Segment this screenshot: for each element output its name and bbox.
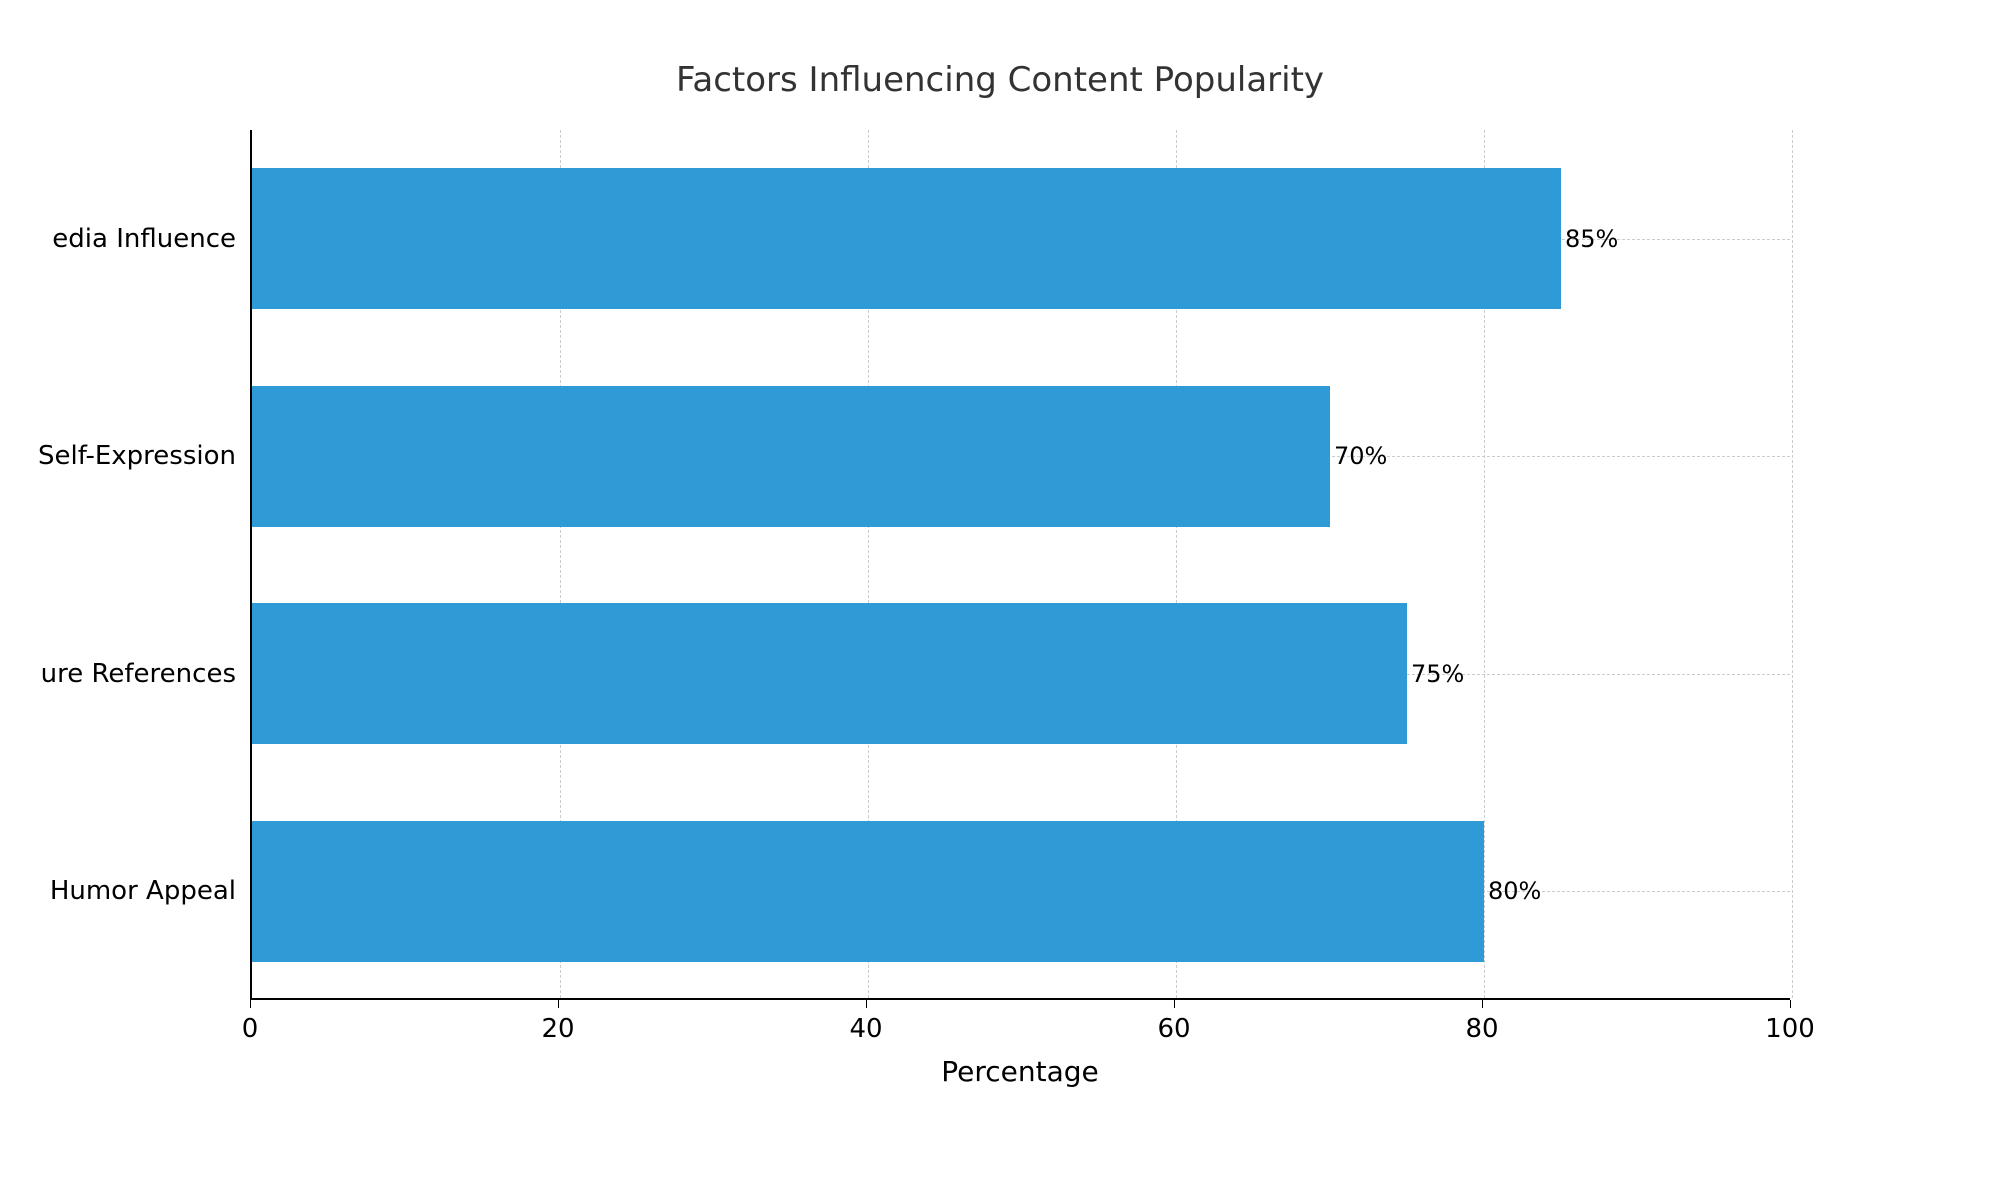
bar-value-label: 75% bbox=[1411, 660, 1464, 688]
y-tick-label: ure References bbox=[41, 659, 236, 689]
plot-area: 80% 75% 70% 85% bbox=[250, 130, 1790, 1000]
bar-value-label: 70% bbox=[1334, 442, 1387, 470]
x-tick-label: 40 bbox=[849, 1014, 882, 1044]
y-tick-label: Self-Expression bbox=[38, 441, 236, 471]
gridline-vertical bbox=[1792, 130, 1793, 998]
chart-container: Factors Influencing Content Popularity 8… bbox=[0, 0, 2000, 1200]
chart-title: Factors Influencing Content Popularity bbox=[0, 60, 2000, 100]
y-tick-label: edia Influence bbox=[52, 224, 236, 254]
bar bbox=[252, 821, 1484, 962]
x-tick-label: 100 bbox=[1765, 1014, 1815, 1044]
bar bbox=[252, 386, 1330, 527]
x-tick-label: 80 bbox=[1465, 1014, 1498, 1044]
bar-value-label: 85% bbox=[1565, 225, 1618, 253]
x-axis-label: Percentage bbox=[250, 1055, 1790, 1088]
bar bbox=[252, 603, 1407, 744]
x-tick-label: 20 bbox=[541, 1014, 574, 1044]
x-tick-label: 0 bbox=[242, 1014, 259, 1044]
bar bbox=[252, 168, 1561, 309]
bar-value-label: 80% bbox=[1488, 877, 1541, 905]
x-tick-label: 60 bbox=[1157, 1014, 1190, 1044]
y-tick-label: Humor Appeal bbox=[50, 876, 236, 906]
